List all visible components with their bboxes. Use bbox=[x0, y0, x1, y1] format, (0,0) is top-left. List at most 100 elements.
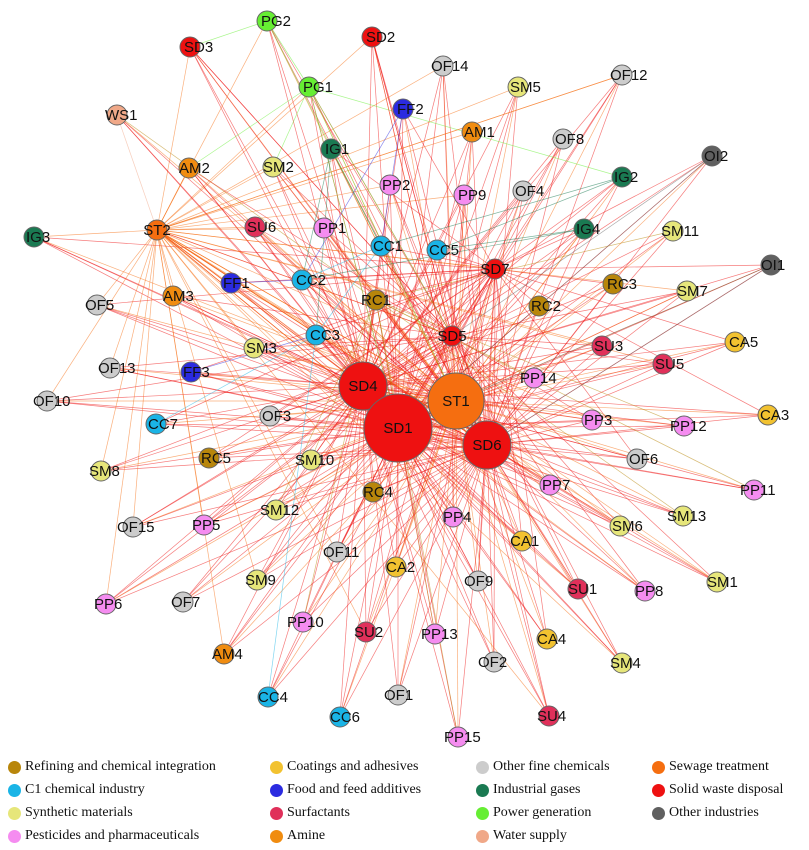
node-pp13[interactable]: PP13 bbox=[421, 623, 458, 645]
node-of1[interactable]: OF1 bbox=[384, 684, 413, 706]
node-of10[interactable]: OF10 bbox=[33, 390, 71, 412]
node-of14[interactable]: OF14 bbox=[431, 55, 469, 77]
node-pp4[interactable]: PP4 bbox=[442, 506, 471, 528]
node-su6[interactable]: SU6 bbox=[244, 216, 276, 238]
edge-SU4-SD6 bbox=[486, 444, 550, 717]
edge-ST2-OF5 bbox=[96, 229, 158, 306]
node-pp9[interactable]: PP9 bbox=[453, 184, 486, 206]
node-am1[interactable]: AM1 bbox=[461, 121, 495, 143]
node-rc1[interactable]: RC1 bbox=[361, 289, 391, 311]
node-of7[interactable]: OF7 bbox=[171, 591, 200, 613]
node-pp14[interactable]: PP14 bbox=[520, 367, 557, 389]
node-sd1[interactable]: SD1 bbox=[363, 393, 433, 463]
node-of3[interactable]: OF3 bbox=[259, 405, 291, 427]
node-circle bbox=[363, 393, 433, 463]
edge-SM2-ST2 bbox=[156, 166, 274, 231]
node-pp12[interactable]: PP12 bbox=[670, 415, 707, 437]
node-pp8[interactable]: PP8 bbox=[634, 580, 663, 602]
node-pg2[interactable]: PG2 bbox=[256, 10, 291, 32]
node-of15[interactable]: OF15 bbox=[117, 516, 155, 538]
node-sd7[interactable]: SD7 bbox=[480, 258, 510, 280]
node-cc4[interactable]: CC4 bbox=[257, 686, 288, 708]
node-ws1[interactable]: WS1 bbox=[105, 104, 138, 126]
node-am2[interactable]: AM2 bbox=[178, 157, 210, 179]
node-ig2[interactable]: IG2 bbox=[611, 166, 638, 188]
node-pp7[interactable]: PP7 bbox=[539, 474, 570, 496]
node-pg1[interactable]: PG1 bbox=[298, 76, 333, 98]
node-cc5[interactable]: CC5 bbox=[426, 239, 459, 261]
node-sm6[interactable]: SM6 bbox=[609, 515, 643, 537]
legend-item-food: Food and feed additives bbox=[270, 782, 421, 798]
node-am3[interactable]: AM3 bbox=[162, 285, 194, 307]
node-ig4[interactable]: IG4 bbox=[573, 218, 600, 240]
node-su1[interactable]: SU1 bbox=[567, 578, 597, 600]
node-rc4[interactable]: RC4 bbox=[362, 481, 393, 503]
node-ca2[interactable]: CA2 bbox=[385, 556, 415, 578]
node-ca3[interactable]: CA3 bbox=[757, 404, 789, 426]
node-sm9[interactable]: SM9 bbox=[245, 569, 276, 591]
node-ca4[interactable]: CA4 bbox=[536, 628, 566, 650]
node-sd3[interactable]: SD3 bbox=[179, 36, 213, 58]
node-st2[interactable]: ST2 bbox=[143, 219, 171, 241]
node-label: PP7 bbox=[542, 477, 570, 494]
node-of4[interactable]: OF4 bbox=[512, 180, 544, 202]
node-oi2[interactable]: OI2 bbox=[701, 145, 728, 167]
node-ff3[interactable]: FF3 bbox=[180, 361, 210, 383]
node-ig3[interactable]: IG3 bbox=[23, 226, 50, 248]
node-ca1[interactable]: CA1 bbox=[510, 530, 539, 552]
node-ff2[interactable]: FF2 bbox=[392, 98, 424, 120]
node-sd5[interactable]: SD5 bbox=[437, 325, 467, 347]
node-st1[interactable]: ST1 bbox=[427, 372, 485, 430]
node-su5[interactable]: SU5 bbox=[652, 353, 684, 375]
node-sm2[interactable]: SM2 bbox=[262, 156, 294, 178]
node-su3[interactable]: SU3 bbox=[591, 335, 623, 357]
node-cc2[interactable]: CC2 bbox=[291, 269, 326, 291]
node-pp3[interactable]: PP3 bbox=[581, 409, 612, 431]
node-sd4[interactable]: SD4 bbox=[338, 361, 388, 411]
node-ca5[interactable]: CA5 bbox=[724, 331, 758, 353]
node-pp1[interactable]: PP1 bbox=[313, 217, 346, 239]
node-of13[interactable]: OF13 bbox=[98, 357, 136, 379]
node-am4[interactable]: AM4 bbox=[212, 643, 243, 665]
edge-SM5-ST2 bbox=[156, 86, 519, 231]
node-sm7[interactable]: SM7 bbox=[676, 280, 708, 302]
node-sd6[interactable]: SD6 bbox=[462, 420, 512, 470]
node-pp10[interactable]: PP10 bbox=[287, 611, 324, 633]
node-circle bbox=[706, 571, 728, 593]
node-cc3[interactable]: CC3 bbox=[305, 324, 340, 346]
node-sm11[interactable]: SM11 bbox=[661, 220, 699, 242]
node-of8[interactable]: OF8 bbox=[552, 128, 584, 150]
node-of6[interactable]: OF6 bbox=[626, 448, 658, 470]
node-oi1[interactable]: OI1 bbox=[760, 254, 785, 276]
node-sm1[interactable]: SM1 bbox=[706, 571, 738, 593]
node-cc1[interactable]: CC1 bbox=[370, 235, 403, 257]
node-sm3[interactable]: SM3 bbox=[243, 337, 277, 359]
node-sm12[interactable]: SM12 bbox=[260, 499, 299, 521]
node-of11[interactable]: OF11 bbox=[323, 541, 359, 563]
node-rc3[interactable]: RC3 bbox=[602, 273, 637, 295]
node-pp15[interactable]: PP15 bbox=[444, 726, 481, 748]
node-ff1[interactable]: FF1 bbox=[220, 272, 250, 294]
node-sm5[interactable]: SM5 bbox=[507, 76, 541, 98]
node-label: SU5 bbox=[655, 356, 684, 373]
node-rc5[interactable]: RC5 bbox=[198, 447, 231, 469]
node-sm8[interactable]: SM8 bbox=[89, 460, 120, 482]
node-su2[interactable]: SU2 bbox=[354, 621, 383, 643]
node-of5[interactable]: OF5 bbox=[85, 294, 114, 316]
node-rc2[interactable]: RC2 bbox=[528, 295, 561, 317]
node-sm10[interactable]: SM10 bbox=[295, 449, 334, 471]
node-pp2[interactable]: PP2 bbox=[379, 174, 410, 196]
node-of9[interactable]: OF9 bbox=[464, 570, 493, 592]
node-cc7[interactable]: CC7 bbox=[145, 413, 178, 435]
node-cc6[interactable]: CC6 bbox=[329, 706, 360, 728]
node-pp5[interactable]: PP5 bbox=[192, 514, 220, 536]
node-pp6[interactable]: PP6 bbox=[94, 593, 122, 615]
node-pp11[interactable]: PP11 bbox=[740, 479, 776, 501]
node-of12[interactable]: OF12 bbox=[610, 64, 648, 86]
node-sm4[interactable]: SM4 bbox=[610, 652, 641, 674]
node-of2[interactable]: OF2 bbox=[478, 651, 507, 673]
node-sm13[interactable]: SM13 bbox=[667, 505, 706, 527]
node-su4[interactable]: SU4 bbox=[537, 705, 566, 727]
node-ig1[interactable]: IG1 bbox=[320, 138, 349, 160]
node-sd2[interactable]: SD2 bbox=[361, 26, 395, 48]
